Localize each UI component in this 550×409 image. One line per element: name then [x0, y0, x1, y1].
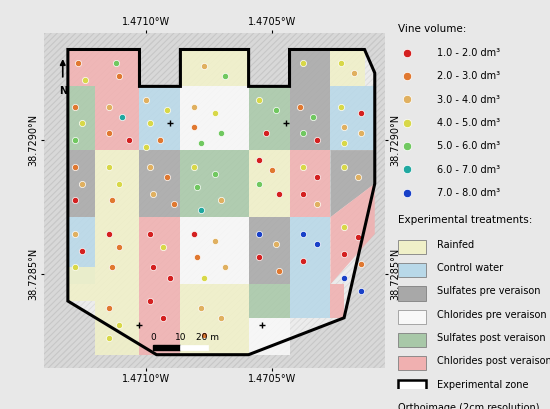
Polygon shape [95, 284, 140, 355]
Polygon shape [180, 217, 249, 284]
Text: 1.0 - 2.0 dm³: 1.0 - 2.0 dm³ [437, 48, 500, 58]
Polygon shape [68, 267, 95, 284]
Text: Experimental treatments:: Experimental treatments: [398, 215, 532, 225]
Bar [398, 286, 426, 301]
Polygon shape [331, 150, 375, 217]
Polygon shape [95, 86, 140, 150]
Polygon shape [249, 318, 289, 355]
Polygon shape [68, 150, 95, 217]
Polygon shape [68, 49, 95, 86]
Bar [398, 356, 426, 371]
Polygon shape [180, 86, 249, 150]
Polygon shape [331, 284, 344, 318]
Polygon shape [95, 49, 140, 86]
Text: Control water: Control water [437, 263, 503, 273]
Polygon shape [331, 184, 375, 284]
Text: Sulfates post veraison: Sulfates post veraison [437, 333, 546, 343]
Polygon shape [289, 217, 331, 284]
Polygon shape [289, 86, 331, 150]
Text: N: N [59, 86, 67, 97]
Polygon shape [68, 49, 375, 355]
Bar [398, 380, 426, 394]
Polygon shape [249, 284, 289, 318]
Bar [398, 263, 426, 277]
Polygon shape [140, 217, 180, 284]
Polygon shape [331, 86, 375, 150]
Bar [398, 310, 426, 324]
Polygon shape [140, 86, 180, 150]
Polygon shape [95, 150, 140, 217]
Bar [398, 240, 426, 254]
Text: 7.0 - 8.0 dm³: 7.0 - 8.0 dm³ [437, 188, 500, 198]
Text: 5.0 - 6.0 dm³: 5.0 - 6.0 dm³ [437, 142, 500, 151]
Text: Chlorides pre veraison: Chlorides pre veraison [437, 310, 546, 319]
Polygon shape [68, 86, 95, 150]
Text: 6.0 - 7.0 dm³: 6.0 - 7.0 dm³ [437, 165, 500, 175]
Polygon shape [140, 150, 180, 217]
Polygon shape [68, 284, 95, 301]
Polygon shape [249, 86, 289, 150]
Polygon shape [180, 284, 249, 355]
Text: 20 m: 20 m [196, 333, 219, 342]
Bar [398, 333, 426, 347]
Polygon shape [289, 150, 331, 217]
Text: 10: 10 [175, 333, 186, 342]
Text: 2.0 - 3.0 dm³: 2.0 - 3.0 dm³ [437, 71, 500, 81]
Text: Vine volume:: Vine volume: [398, 24, 466, 34]
Text: Sulfates pre veraison: Sulfates pre veraison [437, 286, 540, 296]
Text: 4.0 - 5.0 dm³: 4.0 - 5.0 dm³ [437, 118, 500, 128]
Polygon shape [95, 217, 140, 284]
Polygon shape [289, 284, 331, 318]
Bar [180, 345, 208, 350]
Text: Experimental zone: Experimental zone [437, 380, 528, 389]
Polygon shape [180, 150, 249, 217]
Polygon shape [331, 49, 365, 86]
Polygon shape [140, 284, 180, 355]
Polygon shape [249, 217, 289, 284]
Polygon shape [289, 49, 331, 86]
Text: Orthoimage (2cm resolution): Orthoimage (2cm resolution) [398, 403, 540, 409]
Polygon shape [249, 150, 289, 217]
Text: Chlorides post veraison: Chlorides post veraison [437, 356, 550, 366]
Polygon shape [68, 217, 95, 284]
Text: Rainfed: Rainfed [437, 240, 474, 249]
Text: 3.0 - 4.0 dm³: 3.0 - 4.0 dm³ [437, 94, 500, 105]
Bar [153, 345, 180, 350]
Text: 0: 0 [150, 333, 156, 342]
Polygon shape [180, 49, 249, 86]
